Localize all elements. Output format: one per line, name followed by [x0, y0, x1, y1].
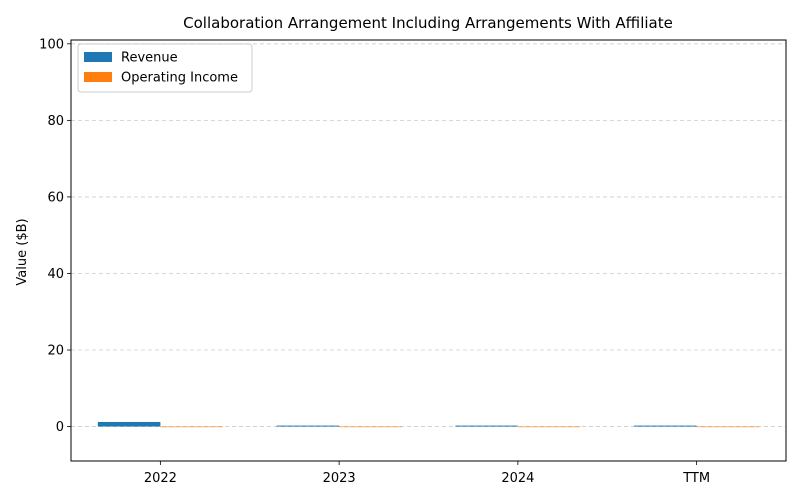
bar-revenue-ttm	[634, 425, 697, 427]
legend-label: Operating Income	[121, 71, 238, 86]
plot-frame	[70, 39, 787, 462]
legend-box	[77, 43, 253, 93]
bar-revenue-2024	[455, 425, 518, 427]
legend-swatch	[84, 52, 112, 62]
y-tick-label: 20	[47, 344, 64, 359]
bar-operating-income-2024	[517, 426, 581, 428]
x-tick-label: 2022	[144, 471, 177, 486]
bars	[97, 421, 760, 428]
x-tick-label: TTM	[682, 471, 710, 486]
legend: Revenue Operating Income	[77, 43, 253, 93]
legend-swatch	[84, 72, 112, 82]
y-tick-label: 40	[47, 267, 64, 282]
bar-operating-income-ttm	[696, 426, 760, 428]
x-tick-label: 2024	[501, 471, 534, 486]
y-tick-label: 60	[47, 190, 64, 205]
y-tick-label: 100	[39, 37, 64, 52]
x-tick-label: 2023	[323, 471, 356, 486]
y-tick-label: 80	[47, 114, 64, 129]
bar-revenue-2022	[97, 421, 161, 427]
bar-operating-income-2023	[339, 426, 402, 428]
y-tick-label: 0	[56, 420, 64, 435]
y-axis-label: Value ($B)	[15, 218, 30, 285]
bar-operating-income-2022	[160, 426, 223, 428]
bar-revenue-2023	[276, 425, 340, 427]
legend-label: Revenue	[121, 51, 178, 66]
axes: 0 20 40 60 80 100 2022 2023 2024 TTM	[39, 37, 787, 486]
chart-title: Collaboration Arrangement Including Arra…	[183, 14, 673, 32]
